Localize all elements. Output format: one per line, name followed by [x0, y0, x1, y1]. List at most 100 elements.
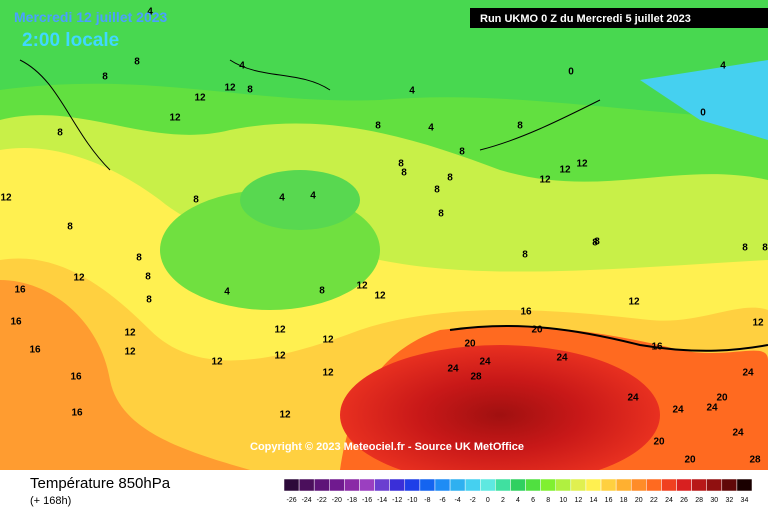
contour-label: 16 — [10, 317, 22, 328]
legend-label: 4 — [516, 497, 520, 504]
local-time: 2:00 locale — [22, 30, 119, 51]
contour-label: 12 — [356, 281, 368, 292]
contour-label: 12 — [124, 328, 136, 339]
legend-swatch — [313, 478, 330, 492]
contour-label: 8 — [134, 57, 140, 68]
legend-label: 34 — [741, 497, 749, 504]
legend-swatch — [374, 478, 390, 492]
contour-label: 4 — [279, 193, 285, 204]
contour-label: 24 — [627, 393, 639, 404]
contour-label: 4 — [147, 7, 153, 18]
legend-swatch — [706, 478, 723, 492]
legend-label: -6 — [439, 497, 445, 504]
legend-swatch — [480, 478, 496, 492]
legend-label: 28 — [695, 497, 703, 504]
cold-zone — [0, 0, 768, 120]
legend-swatch — [585, 478, 602, 492]
legend-swatch — [344, 478, 360, 492]
contour-label: 8 — [102, 72, 108, 83]
cool-zone — [240, 170, 360, 230]
contour-label: 8 — [594, 237, 600, 248]
run-info: Run UKMO 0 Z du Mercredi 5 juillet 2023 — [480, 13, 691, 25]
hot-zone — [340, 345, 660, 485]
legend-label: -20 — [332, 497, 342, 504]
legend-label: 22 — [650, 497, 658, 504]
contour-label: 8 — [193, 195, 199, 206]
contour-label: 12 — [0, 193, 12, 204]
contour-label: 12 — [374, 291, 386, 302]
contour-label: 12 — [322, 368, 334, 379]
contour-label: 8 — [762, 243, 768, 254]
legend-swatch — [646, 478, 662, 492]
contour-label: 12 — [124, 347, 136, 358]
contour-label: 4 — [239, 61, 245, 72]
contour-label: 16 — [29, 345, 41, 356]
contour-label: 8 — [438, 209, 444, 220]
legend-swatch — [449, 478, 466, 492]
contour-label: 24 — [706, 403, 718, 414]
contour-label: 12 — [274, 325, 286, 336]
contour-label: 12 — [322, 335, 334, 346]
legend-swatch — [661, 478, 677, 492]
contour-label: 12 — [211, 357, 223, 368]
legend-swatch — [630, 478, 647, 492]
legend-label: -2 — [470, 497, 476, 504]
legend-swatch — [389, 478, 406, 492]
legend-swatch — [298, 478, 315, 492]
contour-label: 8 — [136, 253, 142, 264]
contour-label: 0 — [700, 108, 706, 119]
contour-label: 4 — [310, 191, 316, 202]
legend-swatch — [540, 478, 556, 492]
contour-label: 8 — [434, 185, 440, 196]
contour-label: 8 — [742, 243, 748, 254]
legend-label: 0 — [486, 497, 490, 504]
legend-label: 16 — [605, 497, 613, 504]
contour-label: 16 — [520, 307, 532, 318]
legend-label: 14 — [590, 497, 598, 504]
contour-label: 12 — [279, 410, 291, 421]
legend-label: -12 — [392, 497, 402, 504]
color-legend: -26 -24 -22 -20 -18 -16 -14 -12 -10 -8 -6 -4 -2 0 2 4 6 8… — [283, 478, 753, 504]
legend-label: 18 — [620, 497, 628, 504]
contour-label: 4 — [224, 287, 230, 298]
legend-swatch — [570, 478, 587, 492]
legend-label: 30 — [710, 497, 718, 504]
legend-label: 12 — [574, 497, 582, 504]
legend-label: 10 — [559, 497, 567, 504]
contour-label: 28 — [470, 372, 482, 383]
contour-label: 12 — [539, 175, 551, 186]
contour-label: 8 — [145, 272, 151, 283]
contour-label: 28 — [749, 455, 761, 466]
contour-label: 4 — [409, 86, 415, 97]
legend-swatch — [676, 478, 692, 492]
legend-label: -14 — [377, 497, 387, 504]
run-box — [470, 8, 768, 28]
contour-label: 16 — [71, 408, 83, 419]
contour-label: 20 — [684, 455, 696, 466]
contour-label: 8 — [522, 250, 528, 261]
contour-label: 12 — [194, 93, 206, 104]
legend-label: -22 — [317, 497, 327, 504]
contour-label: 24 — [742, 368, 754, 379]
contour-label: 20 — [464, 339, 476, 350]
legend-swatch — [495, 478, 511, 492]
footer-title: Température 850hPa — [30, 475, 171, 492]
contour-label: 8 — [375, 121, 381, 132]
legend-label: -26 — [286, 497, 296, 504]
contour-label: 20 — [716, 393, 728, 404]
contour-label: 24 — [447, 364, 459, 375]
contour-label: 12 — [752, 318, 764, 329]
coastline — [19, 59, 601, 171]
legend-swatch — [736, 478, 753, 492]
contour-label: 12 — [628, 297, 640, 308]
date: Mercredi 12 juillet 2023 — [14, 9, 168, 25]
coastline — [449, 324, 768, 352]
legend-label: 32 — [725, 497, 733, 504]
contour-label: 12 — [224, 83, 236, 94]
contour-label: 16 — [14, 285, 26, 296]
contour-label: 8 — [592, 238, 598, 249]
contour-label: 16 — [651, 342, 663, 353]
legend-label: -4 — [454, 497, 460, 504]
legend-swatch — [464, 478, 481, 492]
